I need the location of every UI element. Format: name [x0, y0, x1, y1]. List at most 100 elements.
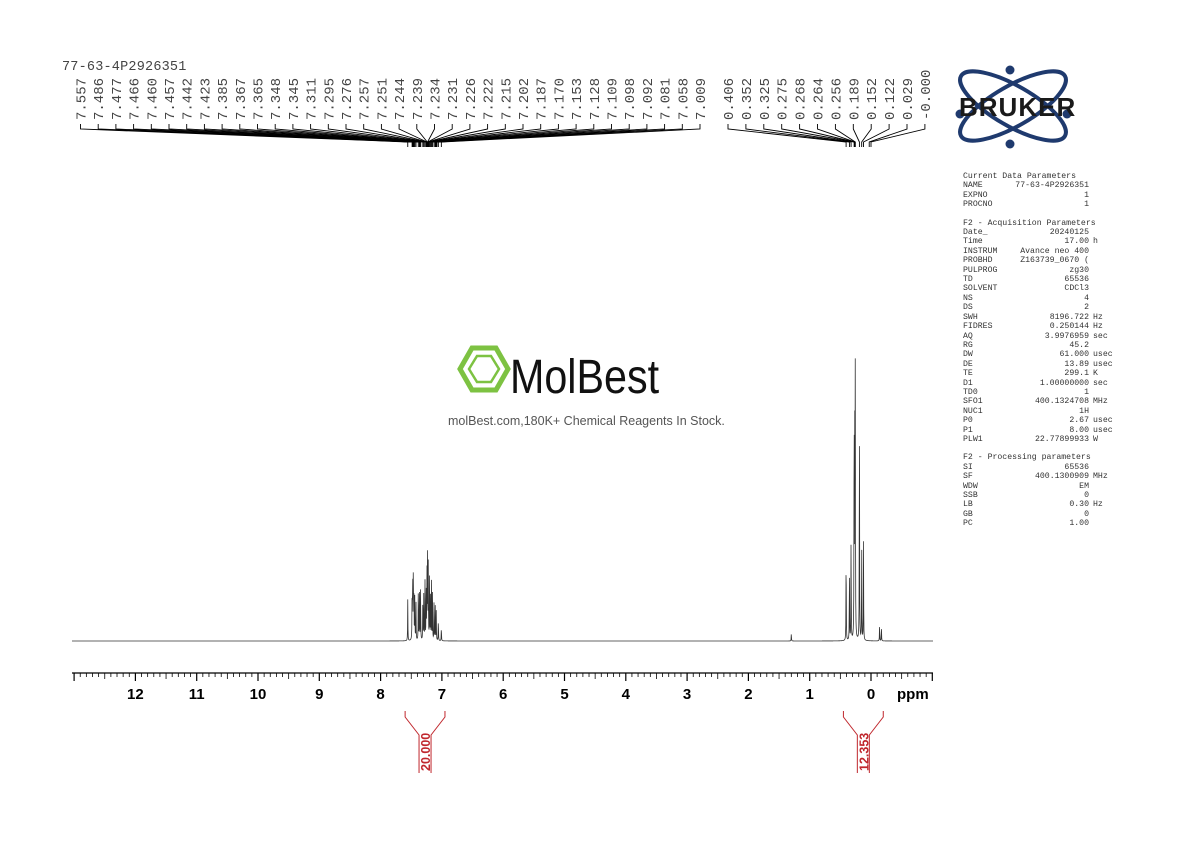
param-key: PROBHD	[963, 256, 993, 266]
param-group-title: F2 - Processing parameters	[963, 453, 1091, 463]
param-row: SOLVENT CDCl3	[963, 284, 1118, 293]
peak-label-connector	[257, 124, 420, 147]
x-tick-label: 7	[438, 686, 446, 703]
peak-label: 7.348	[269, 78, 285, 120]
peak-label: 7.486	[92, 78, 108, 120]
param-row: NUC1 1H	[963, 407, 1118, 416]
param-unit	[1089, 388, 1093, 397]
param-key: FIDRES	[963, 322, 993, 332]
peak-label: 7.109	[606, 78, 622, 120]
param-key: TD0	[963, 387, 978, 397]
param-value: 65536	[1064, 462, 1089, 472]
peak-label-connector	[834, 124, 856, 147]
param-key: GB	[963, 509, 973, 519]
peak-label: 7.367	[234, 78, 250, 120]
param-key: EXPNO	[963, 190, 988, 200]
param-row: AQ 3.9976959 sec	[963, 332, 1118, 341]
param-row: WDW EM	[963, 482, 1118, 491]
peak-label-connector	[221, 124, 419, 147]
param-row: RG 45.2	[963, 341, 1118, 350]
peak-label: 7.460	[145, 78, 161, 120]
peak-label: 7.187	[535, 78, 551, 120]
peak-label-connector	[433, 124, 595, 147]
peak-label-connector	[868, 124, 908, 147]
param-row: P0 2.67 usec	[963, 416, 1118, 425]
param-value: 299.1	[1064, 369, 1089, 379]
peak-label: 0.029	[901, 78, 917, 120]
param-row: DW 61.000 usec	[963, 350, 1118, 359]
param-value: 0	[1084, 491, 1089, 500]
peak-label: 7.276	[340, 78, 356, 120]
param-row: TD0 1	[963, 388, 1118, 397]
param-key: SF	[963, 472, 973, 482]
peak-label-connector	[428, 124, 506, 147]
param-value: CDCl3	[1064, 284, 1089, 294]
param-row: PROCNO 1	[963, 200, 1118, 209]
x-tick-label: 3	[683, 686, 691, 703]
atom-orbit-icon	[955, 65, 1072, 149]
param-key: SWH	[963, 312, 978, 322]
bruker-wordmark: BRUKER	[959, 92, 1076, 122]
peak-label-connector	[310, 124, 424, 147]
param-group-title: Current Data Parameters	[963, 172, 1077, 181]
x-axis-label: ppm	[897, 686, 929, 703]
param-row: SF 400.1300909 MHz	[963, 472, 1118, 481]
x-tick-label: 5	[560, 686, 568, 703]
param-unit	[1089, 519, 1093, 528]
param-value: 8196.722	[1049, 312, 1089, 322]
sample-name: 77-63-4P2926351	[62, 60, 187, 75]
param-row: INSTRUM Avance neo 400	[963, 247, 1118, 256]
param-row: EXPNO 1	[963, 191, 1118, 200]
peak-label: 7.098	[623, 78, 639, 120]
param-key: P0	[963, 416, 973, 426]
param-key: RG	[963, 340, 973, 350]
peak-label-connector	[327, 124, 425, 147]
param-value: 400.1324708	[1034, 397, 1089, 407]
param-unit	[1089, 510, 1093, 519]
x-tick-label: 6	[499, 686, 507, 703]
param-unit	[1089, 284, 1093, 293]
x-tick-label: 1	[806, 686, 814, 703]
peak-label: 7.009	[694, 78, 710, 120]
peak-label-connector	[345, 124, 426, 147]
param-value: 22.77899933	[1034, 434, 1089, 444]
integral-value: 20.000	[419, 733, 433, 771]
peak-label-connector	[763, 124, 852, 147]
param-key: INSTRUM	[963, 246, 998, 256]
param-unit: K	[1093, 369, 1098, 379]
param-row: PLW1 22.77899933 W	[963, 435, 1118, 444]
peak-label: 7.170	[552, 78, 568, 120]
param-value: 1.00000000	[1039, 378, 1089, 388]
peak-label-connector	[870, 124, 926, 147]
param-row: TE 299.1 K	[963, 369, 1118, 378]
peak-label-connector	[435, 124, 648, 147]
param-row: P1 8.00 usec	[963, 426, 1118, 435]
param-unit: Hz	[1093, 500, 1103, 510]
peak-label: 7.257	[358, 78, 374, 120]
param-row: NAME 77-63-4P2926351	[963, 181, 1118, 190]
param-row: DE 13.89 usec	[963, 360, 1118, 369]
param-value: 45.2	[1069, 340, 1089, 350]
peak-label: 7.092	[641, 78, 657, 120]
param-value: 400.1300909	[1034, 472, 1089, 482]
integrals: 20.000 12.353	[404, 711, 884, 773]
peak-label: 7.244	[393, 78, 409, 120]
peak-label: 7.081	[659, 78, 675, 120]
param-key: Time	[963, 237, 983, 247]
peak-labels: 7.557 7.486 7.477 7.466 7.460 7.457 7.442 7.423…	[75, 70, 935, 120]
integral-bracket	[842, 711, 858, 773]
param-key: NUC1	[963, 406, 983, 416]
peak-label: 7.345	[287, 78, 303, 120]
peak-label: 7.058	[676, 78, 692, 120]
param-unit: sec	[1093, 378, 1108, 388]
param-unit	[1089, 256, 1093, 265]
peak-label-connector	[436, 124, 666, 147]
param-unit	[1089, 491, 1093, 500]
peak-label: 7.222	[482, 78, 498, 120]
param-key: PC	[963, 519, 973, 529]
peak-label: 7.251	[375, 78, 391, 120]
param-unit	[1089, 191, 1093, 200]
param-value: 61.000	[1059, 350, 1089, 360]
param-unit: W	[1093, 434, 1098, 444]
